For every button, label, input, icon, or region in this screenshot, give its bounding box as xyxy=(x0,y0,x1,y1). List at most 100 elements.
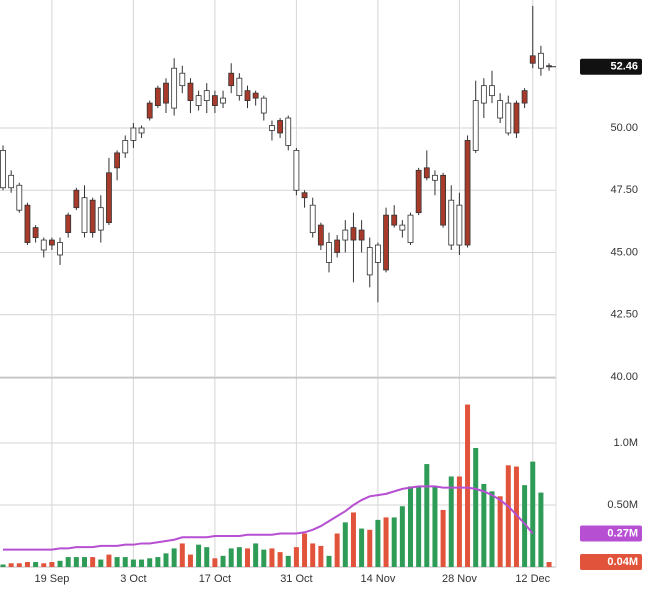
candle-body xyxy=(97,207,104,231)
candle-body xyxy=(32,227,39,238)
candle-body xyxy=(448,199,455,246)
volume-bar xyxy=(24,562,30,567)
candle-body xyxy=(24,204,31,243)
volume-bar xyxy=(473,447,479,567)
volume-bar xyxy=(302,533,308,567)
candle-body xyxy=(154,87,161,106)
last-price-label: 52.46 xyxy=(610,61,638,73)
volume-bar xyxy=(41,563,47,567)
volume-bar xyxy=(16,563,22,567)
candle-body xyxy=(285,117,292,146)
volume-bar xyxy=(367,529,373,567)
candle-body xyxy=(244,90,251,101)
candle-body xyxy=(472,100,479,151)
candle-body xyxy=(171,67,178,109)
candle-body xyxy=(350,227,357,241)
volume-bar xyxy=(465,404,471,567)
volume-bar xyxy=(342,522,348,567)
volume-bar xyxy=(432,486,438,567)
candle-body xyxy=(334,239,341,253)
candle-body xyxy=(179,72,186,87)
volume-bar xyxy=(220,555,226,567)
candle-body xyxy=(138,127,145,134)
volume-bar xyxy=(456,476,462,567)
volume-bar xyxy=(293,547,299,567)
volume-bar xyxy=(375,519,381,567)
candle-body xyxy=(203,90,210,101)
volume-bar xyxy=(49,562,55,567)
volume-bar xyxy=(245,548,250,567)
volume-bar xyxy=(155,557,161,567)
volume-bar xyxy=(171,548,177,567)
volume-bar xyxy=(204,547,210,567)
candle-body xyxy=(538,52,544,69)
candle-body xyxy=(146,102,153,119)
x-tick-label: 19 Sep xyxy=(34,573,69,585)
candle-body xyxy=(73,189,80,209)
candle-body xyxy=(505,102,512,134)
volume-bar xyxy=(187,554,193,567)
x-tick-label: 14 Nov xyxy=(360,573,395,585)
candle-body xyxy=(8,174,15,189)
candle-body xyxy=(529,55,536,64)
volume-bar xyxy=(90,557,96,567)
candle-body xyxy=(423,167,430,179)
candle-body xyxy=(0,150,6,189)
candle-body xyxy=(277,120,284,134)
candle-body xyxy=(220,97,226,104)
volume-bar xyxy=(65,557,71,567)
candle-body xyxy=(489,85,495,97)
volume-bar xyxy=(489,491,495,567)
x-tick-label: 31 Oct xyxy=(280,573,312,585)
volume-bar xyxy=(383,517,389,567)
candle-body xyxy=(228,72,235,87)
candle-body xyxy=(464,140,471,246)
volume-bar xyxy=(310,543,316,567)
candle-body xyxy=(415,169,422,214)
candle-body xyxy=(195,95,202,106)
candle-body xyxy=(366,247,373,276)
candle-body xyxy=(211,95,218,106)
volume-bar xyxy=(326,555,332,567)
candle-body xyxy=(432,174,438,181)
volume-bar xyxy=(98,559,104,567)
volume-bar xyxy=(8,563,14,567)
volume-bar xyxy=(122,557,128,567)
volume-bar xyxy=(481,483,487,567)
volume-bar xyxy=(57,560,63,567)
candle-body xyxy=(130,127,137,141)
candle-body xyxy=(440,174,447,226)
candle-body xyxy=(57,242,63,256)
volume-bar xyxy=(269,548,275,567)
candle-body xyxy=(358,229,365,241)
candle-body xyxy=(252,92,259,99)
candle-body xyxy=(163,82,169,104)
volume-bar xyxy=(261,549,267,567)
volume-bar xyxy=(513,466,519,567)
volume-bar xyxy=(33,562,39,567)
volume-bar xyxy=(399,506,405,567)
volume-bar xyxy=(130,559,136,567)
candle-body xyxy=(480,85,487,104)
volume-bar xyxy=(139,559,145,567)
volume-bar xyxy=(196,544,202,567)
volume-bar xyxy=(285,555,291,567)
volume-bar xyxy=(440,509,446,567)
y-tick-label: 42.50 xyxy=(610,309,638,321)
last-volume-label-bg xyxy=(580,554,642,571)
last-price-label-bg xyxy=(580,58,642,75)
volume-bar xyxy=(212,558,218,567)
volume-bar xyxy=(546,562,552,567)
candle-body xyxy=(391,214,398,226)
candle-body xyxy=(326,242,332,263)
x-tick-label: 3 Oct xyxy=(120,573,146,585)
candle-body xyxy=(89,199,96,233)
y-tick-label: 45.00 xyxy=(610,246,638,258)
volume-bar xyxy=(522,485,528,567)
grid xyxy=(0,0,556,567)
volume-bar xyxy=(0,564,6,567)
volume-bar xyxy=(424,464,430,567)
y-tick-label: 50.00 xyxy=(610,122,638,134)
volume-bar xyxy=(163,553,169,567)
